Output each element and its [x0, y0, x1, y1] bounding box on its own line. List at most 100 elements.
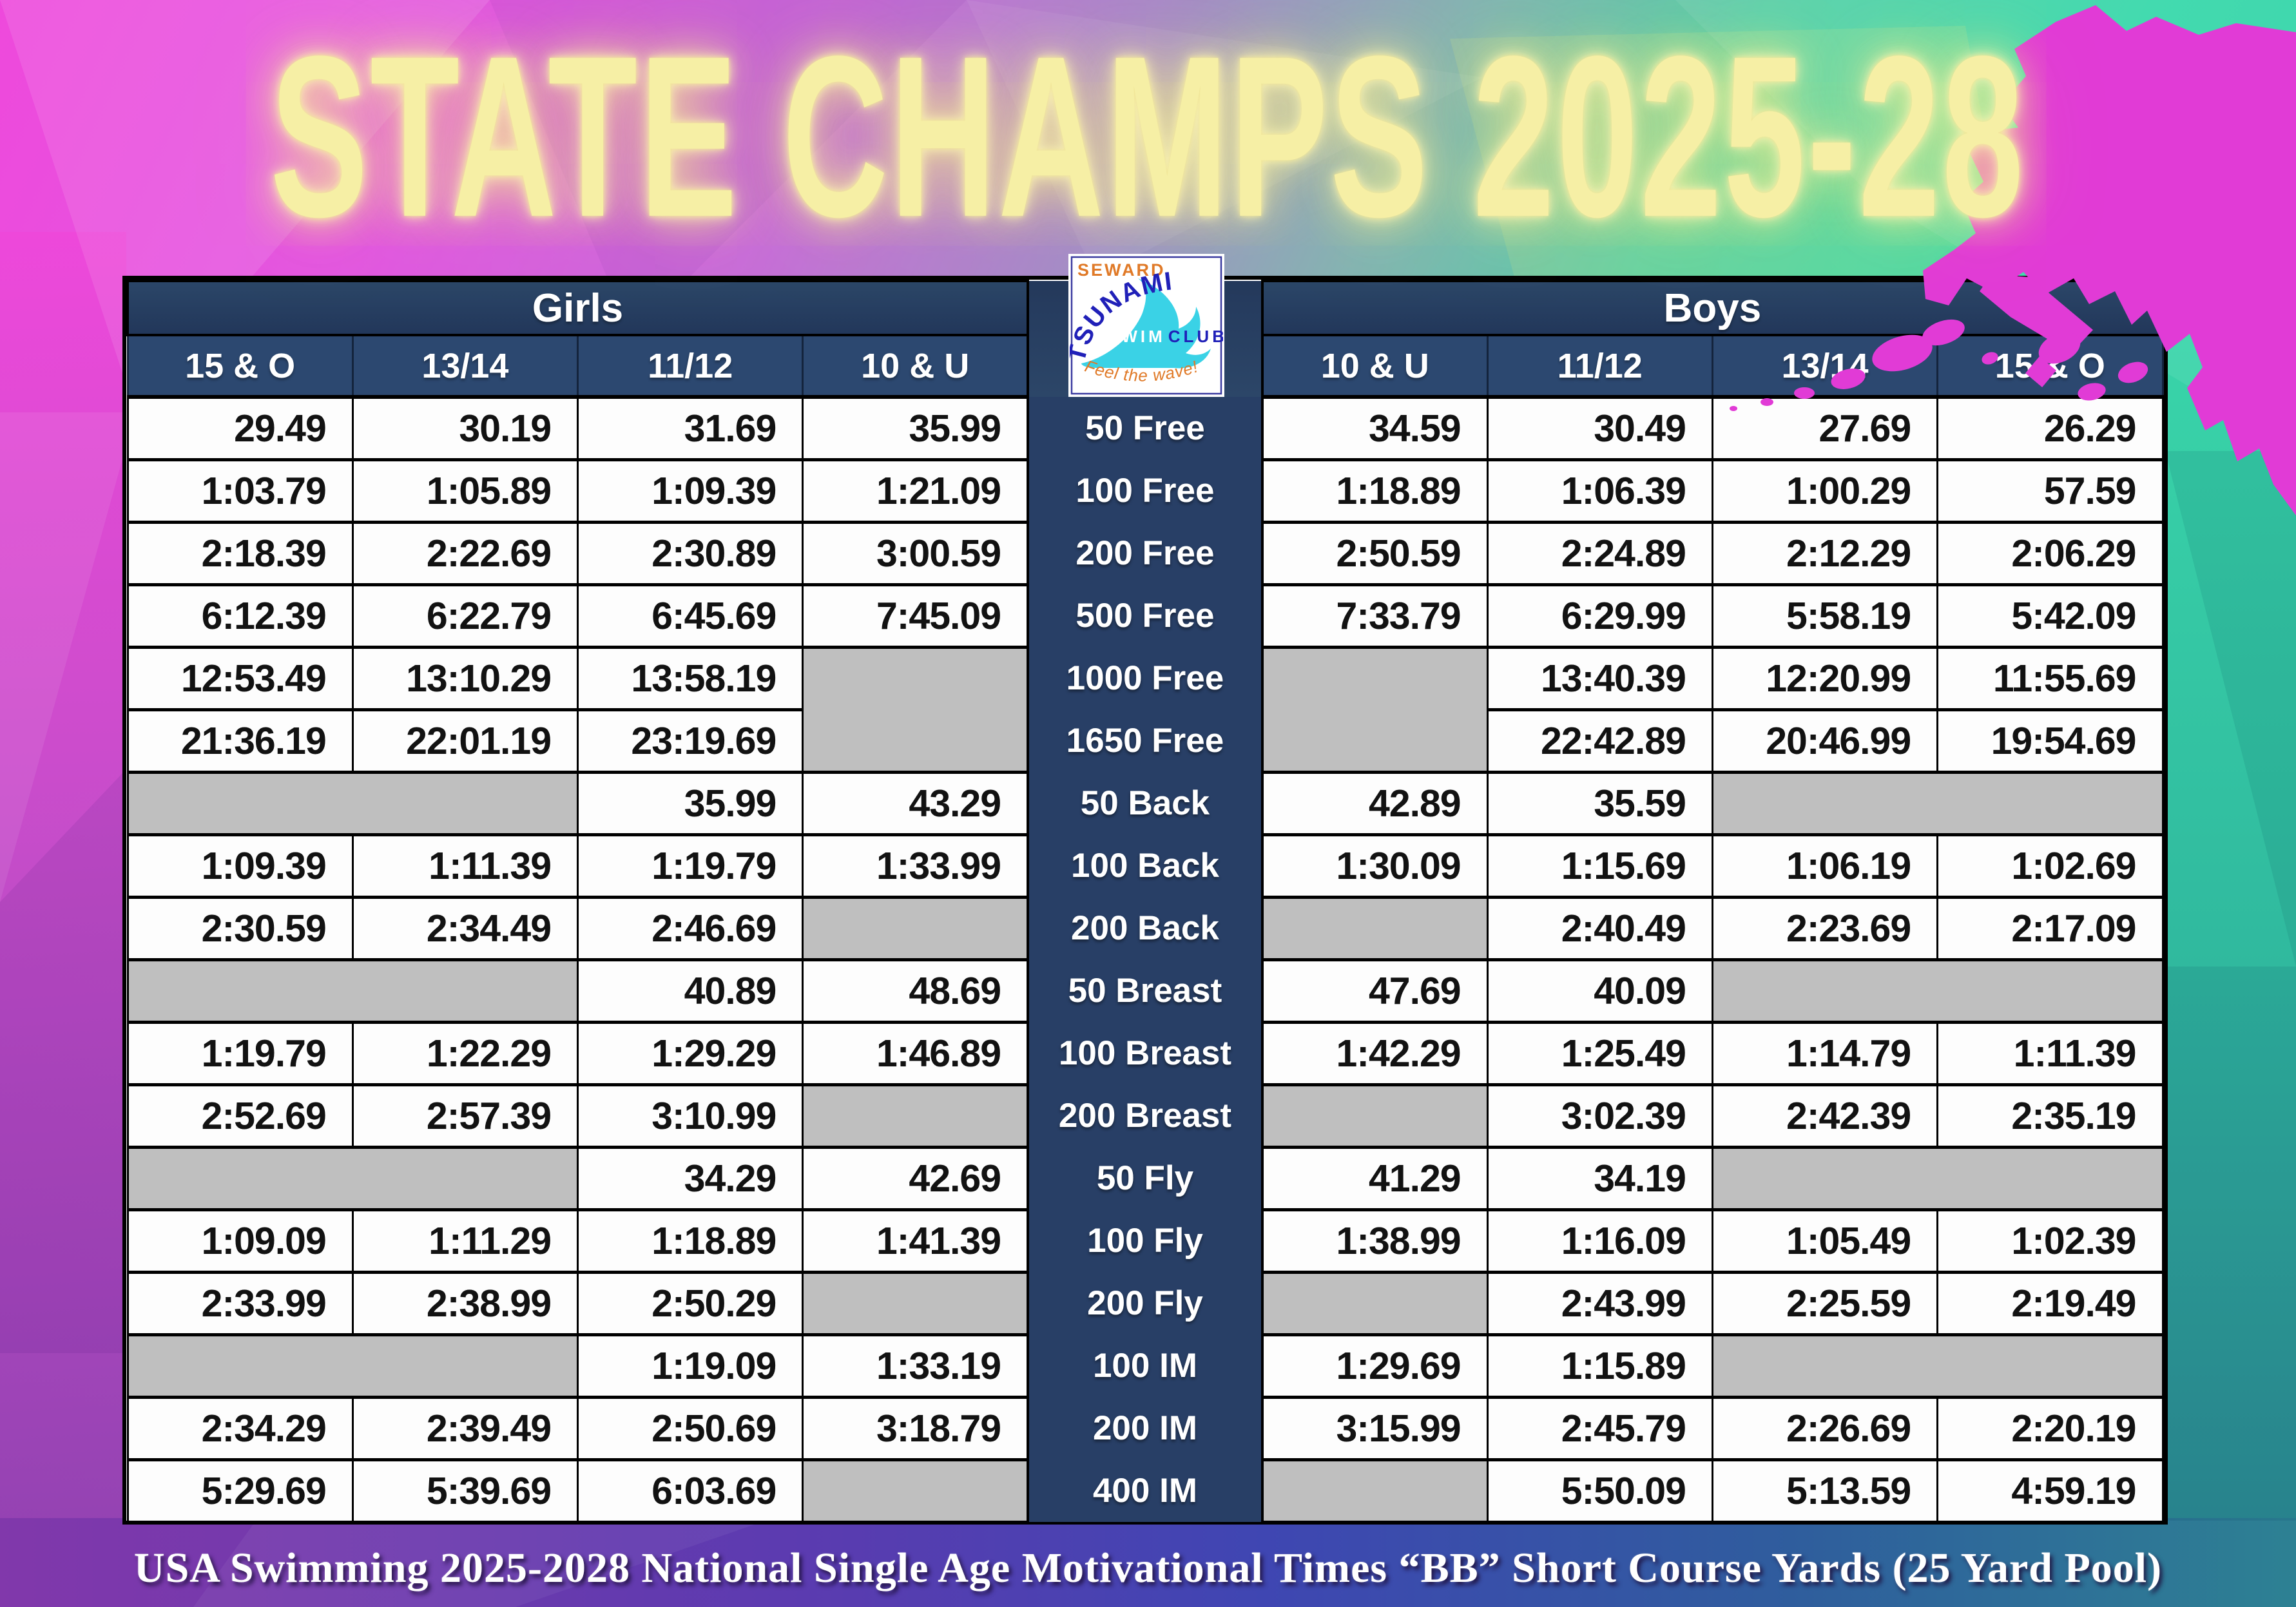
time-cell: 1:14.79	[1711, 1020, 1939, 1086]
time-cell: 2:12.29	[1711, 520, 1939, 586]
time-cell: 1:03.79	[126, 457, 354, 524]
time-cell: 6:22.79	[351, 582, 579, 649]
time-cell: 2:57.39	[351, 1083, 579, 1149]
time-cell: 3:10.99	[577, 1083, 804, 1149]
girls-age-header: 13/14	[351, 334, 579, 399]
event-label: 200 Breast	[1027, 1084, 1264, 1147]
time-cell: 7:33.79	[1261, 582, 1489, 649]
time-cell: 1:02.39	[1936, 1208, 2164, 1274]
empty-cell	[1261, 1458, 1489, 1524]
time-cell: 20:46.99	[1711, 707, 1939, 774]
empty-cell	[1261, 895, 1489, 961]
time-cell: 22:42.89	[1486, 707, 1713, 774]
time-cell: 12:53.49	[126, 645, 354, 711]
event-row: 21:36.19 22:01.19 23:19.69 1650 Free 22:42.8…	[126, 707, 2164, 774]
event-label: 50 Breast	[1027, 959, 1264, 1022]
boys-age-header: 13/14	[1711, 334, 1939, 399]
time-cell: 1:29.29	[577, 1020, 804, 1086]
time-cell: 1:09.09	[126, 1208, 354, 1274]
event-row: 29.49 30.19 31.69 35.99 50 Free 34.59 30.49 27.…	[126, 395, 2164, 461]
empty-cell	[126, 1145, 579, 1211]
time-cell: 1:09.39	[577, 457, 804, 524]
time-cell: 5:13.59	[1711, 1458, 1939, 1524]
time-cell: 42.89	[1261, 770, 1489, 836]
time-cell: 1:42.29	[1261, 1020, 1489, 1086]
time-cell: 34.59	[1261, 395, 1489, 461]
event-label: 200 IM	[1027, 1397, 1264, 1459]
time-cell: 2:35.19	[1936, 1083, 2164, 1149]
time-cell: 21:36.19	[126, 707, 354, 774]
girls-age-header: 11/12	[577, 334, 804, 399]
time-cell: 2:34.49	[351, 895, 579, 961]
time-cell: 2:30.89	[577, 520, 804, 586]
time-cell: 30.19	[351, 395, 579, 461]
time-cell: 34.19	[1486, 1145, 1713, 1211]
event-label: 1650 Free	[1027, 709, 1264, 772]
time-cell: 1:11.39	[351, 832, 579, 899]
time-cell: 31.69	[577, 395, 804, 461]
event-row: 5:29.69 5:39.69 6:03.69 400 IM 5:50.09 5:13.5…	[126, 1458, 2164, 1524]
boys-age-header: 10 & U	[1261, 334, 1489, 399]
event-label: 500 Free	[1027, 584, 1264, 647]
empty-cell	[1711, 957, 2164, 1024]
event-label: 100 Breast	[1027, 1022, 1264, 1084]
empty-cell	[802, 895, 1029, 961]
time-cell: 1:02.69	[1936, 832, 2164, 899]
time-cell: 5:42.09	[1936, 582, 2164, 649]
time-cell: 11:55.69	[1936, 645, 2164, 711]
time-cell: 2:34.29	[126, 1395, 354, 1461]
time-cell: 5:58.19	[1711, 582, 1939, 649]
time-cell: 2:22.69	[351, 520, 579, 586]
logo-location-text: SEWARD	[1077, 260, 1166, 280]
time-cell: 13:58.19	[577, 645, 804, 711]
event-row: 1:19.79 1:22.29 1:29.29 1:46.89 100 Breast 1:…	[126, 1020, 2164, 1086]
event-row: 2:34.29 2:39.49 2:50.69 3:18.79 200 IM 3:15.9…	[126, 1395, 2164, 1461]
event-row: 1:03.79 1:05.89 1:09.39 1:21.09 100 Free 1:18…	[126, 457, 2164, 524]
time-cell: 1:05.49	[1711, 1208, 1939, 1274]
event-label: 100 Fly	[1027, 1209, 1264, 1272]
time-cell: 29.49	[126, 395, 354, 461]
time-cell: 1:19.09	[577, 1333, 804, 1399]
time-cell: 3:18.79	[802, 1395, 1029, 1461]
time-cell: 1:16.09	[1486, 1208, 1713, 1274]
event-label: 100 IM	[1027, 1334, 1264, 1397]
time-cell: 1:15.89	[1486, 1333, 1713, 1399]
time-cell: 1:05.89	[351, 457, 579, 524]
time-cell: 1:38.99	[1261, 1208, 1489, 1274]
time-cell: 2:39.49	[351, 1395, 579, 1461]
time-cell: 43.29	[802, 770, 1029, 836]
time-cell: 1:11.39	[1936, 1020, 2164, 1086]
event-label: 50 Back	[1027, 772, 1264, 834]
empty-cell	[126, 770, 579, 836]
time-cell: 35.59	[1486, 770, 1713, 836]
time-cell: 1:19.79	[126, 1020, 354, 1086]
time-cell: 2:20.19	[1936, 1395, 2164, 1461]
time-cell: 3:15.99	[1261, 1395, 1489, 1461]
girls-age-header: 10 & U	[802, 334, 1029, 399]
time-cell: 1:06.39	[1486, 457, 1713, 524]
time-cell: 12:20.99	[1711, 645, 1939, 711]
event-label: 100 Free	[1027, 459, 1264, 522]
time-cell: 1:22.29	[351, 1020, 579, 1086]
time-cell: 1:11.29	[351, 1208, 579, 1274]
time-cell: 5:50.09	[1486, 1458, 1713, 1524]
time-cell: 1:25.49	[1486, 1020, 1713, 1086]
time-cell: 1:46.89	[802, 1020, 1029, 1086]
empty-cell	[126, 1333, 579, 1399]
empty-cell	[802, 1270, 1029, 1336]
wave-icon	[1081, 278, 1211, 369]
event-row: 2:30.59 2:34.49 2:46.69 200 Back 2:40.49 2:23…	[126, 895, 2164, 961]
empty-cell	[1711, 1333, 2164, 1399]
time-cell: 48.69	[802, 957, 1029, 1024]
time-cell: 1:18.89	[577, 1208, 804, 1274]
time-cell: 2:23.69	[1711, 895, 1939, 961]
empty-cell	[1261, 645, 1489, 774]
empty-cell	[802, 645, 1029, 774]
event-row: 2:33.99 2:38.99 2:50.29 200 Fly 2:43.99 2:25.…	[126, 1270, 2164, 1336]
time-cell: 40.09	[1486, 957, 1713, 1024]
source-caption: USA Swimming 2025-2028 National Single A…	[133, 1544, 2163, 1592]
time-cell: 6:03.69	[577, 1458, 804, 1524]
girls-age-header: 15 & O	[126, 334, 354, 399]
